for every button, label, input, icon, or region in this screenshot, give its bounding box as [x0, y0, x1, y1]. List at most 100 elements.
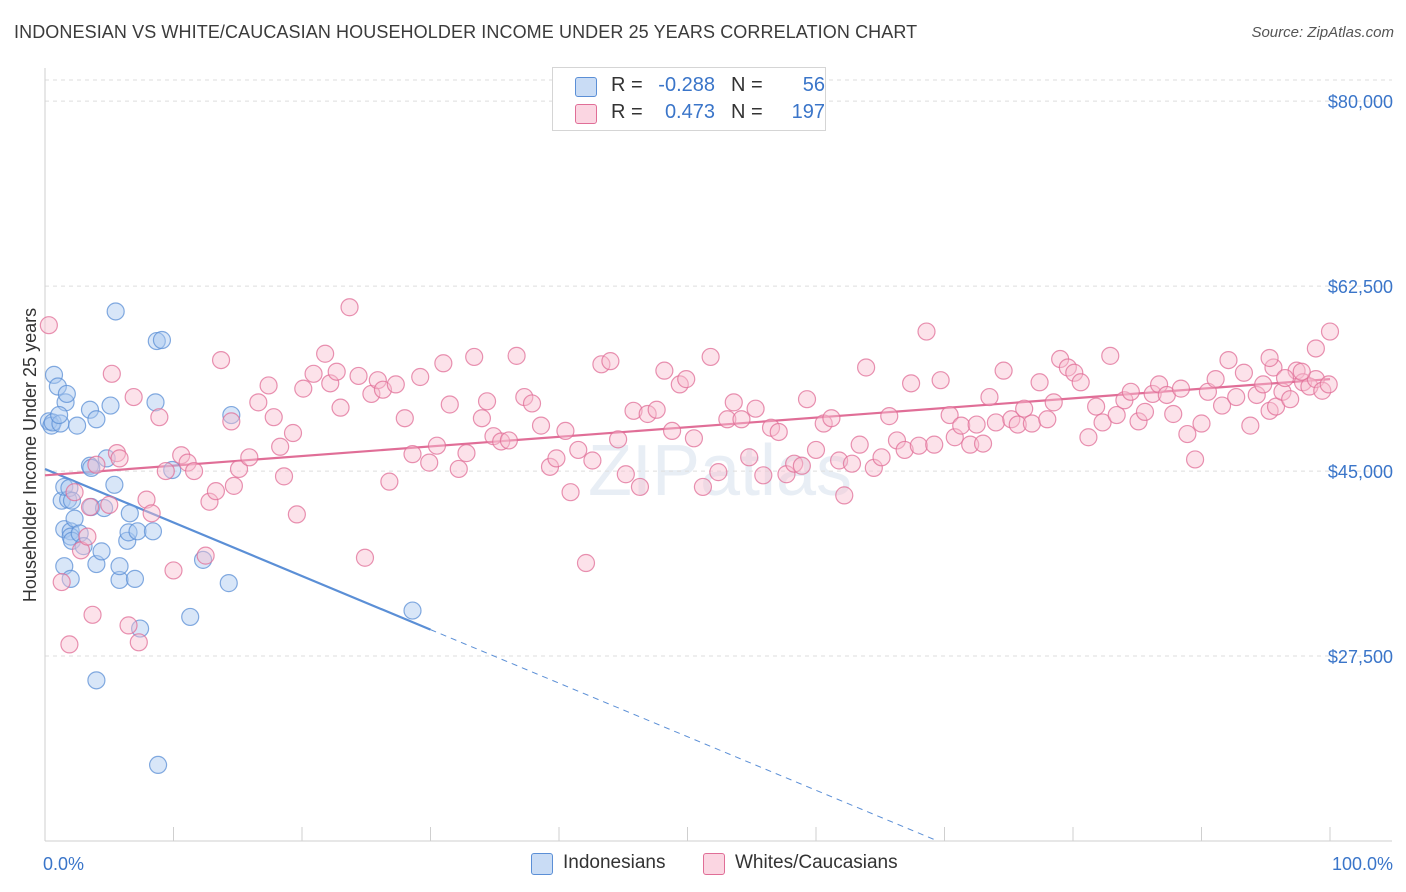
- point-whites: [1212, 396, 1232, 415]
- point-whites: [1292, 362, 1311, 381]
- point-whites: [1038, 410, 1057, 429]
- point-whites: [420, 453, 439, 472]
- point-whites: [1071, 373, 1090, 392]
- point-indonesians: [92, 542, 111, 561]
- point-whites: [294, 379, 313, 398]
- point-whites: [1143, 384, 1162, 404]
- point-whites: [647, 400, 666, 419]
- point-indonesians: [143, 522, 163, 541]
- point-indonesians: [105, 475, 124, 494]
- point-whites: [1015, 399, 1034, 418]
- point-whites: [137, 490, 156, 509]
- point-whites: [662, 421, 682, 441]
- point-indonesians: [148, 755, 168, 775]
- legend-r-label: R =: [611, 74, 643, 96]
- point-whites: [411, 367, 430, 387]
- point-whites: [449, 459, 468, 479]
- point-indonesians: [128, 522, 147, 541]
- point-whites: [531, 416, 551, 435]
- bottom-legend-swatch-whites: [703, 853, 725, 875]
- point-whites: [65, 483, 84, 502]
- x-tick-label: 100.0%: [1332, 854, 1393, 874]
- point-whites: [701, 347, 720, 367]
- point-whites: [427, 436, 447, 455]
- point-whites: [380, 472, 399, 491]
- point-whites: [287, 505, 306, 524]
- point-whites: [583, 451, 602, 470]
- point-whites: [1093, 413, 1112, 432]
- point-whites: [1206, 370, 1225, 389]
- point-indonesians: [222, 405, 241, 425]
- point-whites: [1008, 415, 1027, 434]
- legend-swatch-whites: [575, 104, 597, 124]
- point-whites: [1320, 322, 1340, 341]
- bottom-legend-swatch-indonesians: [531, 853, 553, 875]
- point-whites: [1234, 363, 1254, 382]
- point-whites: [472, 409, 491, 428]
- point-whites: [316, 344, 335, 363]
- point-whites: [83, 605, 102, 624]
- point-whites: [945, 428, 964, 447]
- point-indonesians: [110, 557, 129, 576]
- point-whites: [522, 394, 542, 413]
- point-indonesians: [163, 460, 182, 480]
- point-whites: [561, 483, 580, 502]
- legend-n-label: N =: [731, 74, 763, 96]
- point-whites: [1254, 375, 1273, 394]
- point-indonesians: [181, 607, 200, 627]
- point-whites: [224, 476, 243, 495]
- point-whites: [1192, 414, 1211, 433]
- point-whites: [732, 410, 751, 429]
- point-whites: [327, 362, 346, 381]
- point-whites: [78, 527, 97, 546]
- point-whites: [457, 444, 476, 463]
- legend-n-label: N =: [731, 101, 763, 123]
- point-whites: [304, 364, 323, 383]
- point-whites: [349, 366, 368, 386]
- y-tick-label: $45,000: [1328, 462, 1393, 482]
- point-whites: [1129, 412, 1148, 431]
- point-whites: [973, 434, 993, 453]
- point-whites: [638, 404, 657, 424]
- point-whites: [1030, 373, 1049, 392]
- point-whites: [769, 422, 788, 442]
- point-whites: [100, 495, 119, 514]
- point-whites: [887, 431, 907, 450]
- point-whites: [547, 449, 566, 468]
- point-indonesians: [80, 400, 100, 419]
- legend-r-value: -0.288: [658, 74, 715, 96]
- point-indonesians: [120, 504, 139, 523]
- point-whites: [835, 486, 854, 505]
- point-whites: [434, 354, 453, 373]
- point-whites: [229, 459, 249, 479]
- point-whites: [569, 440, 588, 460]
- point-whites: [206, 482, 226, 501]
- point-whites: [609, 430, 628, 449]
- point-whites: [872, 448, 891, 467]
- point-whites: [1247, 385, 1266, 405]
- point-whites: [395, 409, 414, 428]
- point-whites: [80, 497, 100, 517]
- point-whites: [499, 431, 518, 450]
- point-whites: [880, 407, 899, 426]
- point-indonesians: [403, 601, 422, 620]
- point-whites: [792, 456, 811, 475]
- point-whites: [630, 477, 650, 497]
- point-whites: [1273, 382, 1292, 401]
- point-whites: [1260, 348, 1279, 368]
- point-whites: [986, 413, 1006, 432]
- point-whites: [119, 616, 138, 635]
- point-whites: [1275, 368, 1295, 388]
- point-whites: [1101, 346, 1120, 365]
- point-whites: [492, 432, 511, 451]
- point-whites: [616, 465, 635, 484]
- point-whites: [909, 436, 928, 455]
- y-tick-label: $80,000: [1328, 92, 1393, 112]
- point-whites: [677, 370, 696, 389]
- point-whites: [624, 401, 643, 420]
- point-whites: [222, 412, 241, 431]
- y-tick-label: $62,500: [1328, 277, 1393, 297]
- point-whites: [718, 410, 737, 429]
- point-whites: [271, 437, 290, 456]
- point-whites: [1178, 424, 1197, 444]
